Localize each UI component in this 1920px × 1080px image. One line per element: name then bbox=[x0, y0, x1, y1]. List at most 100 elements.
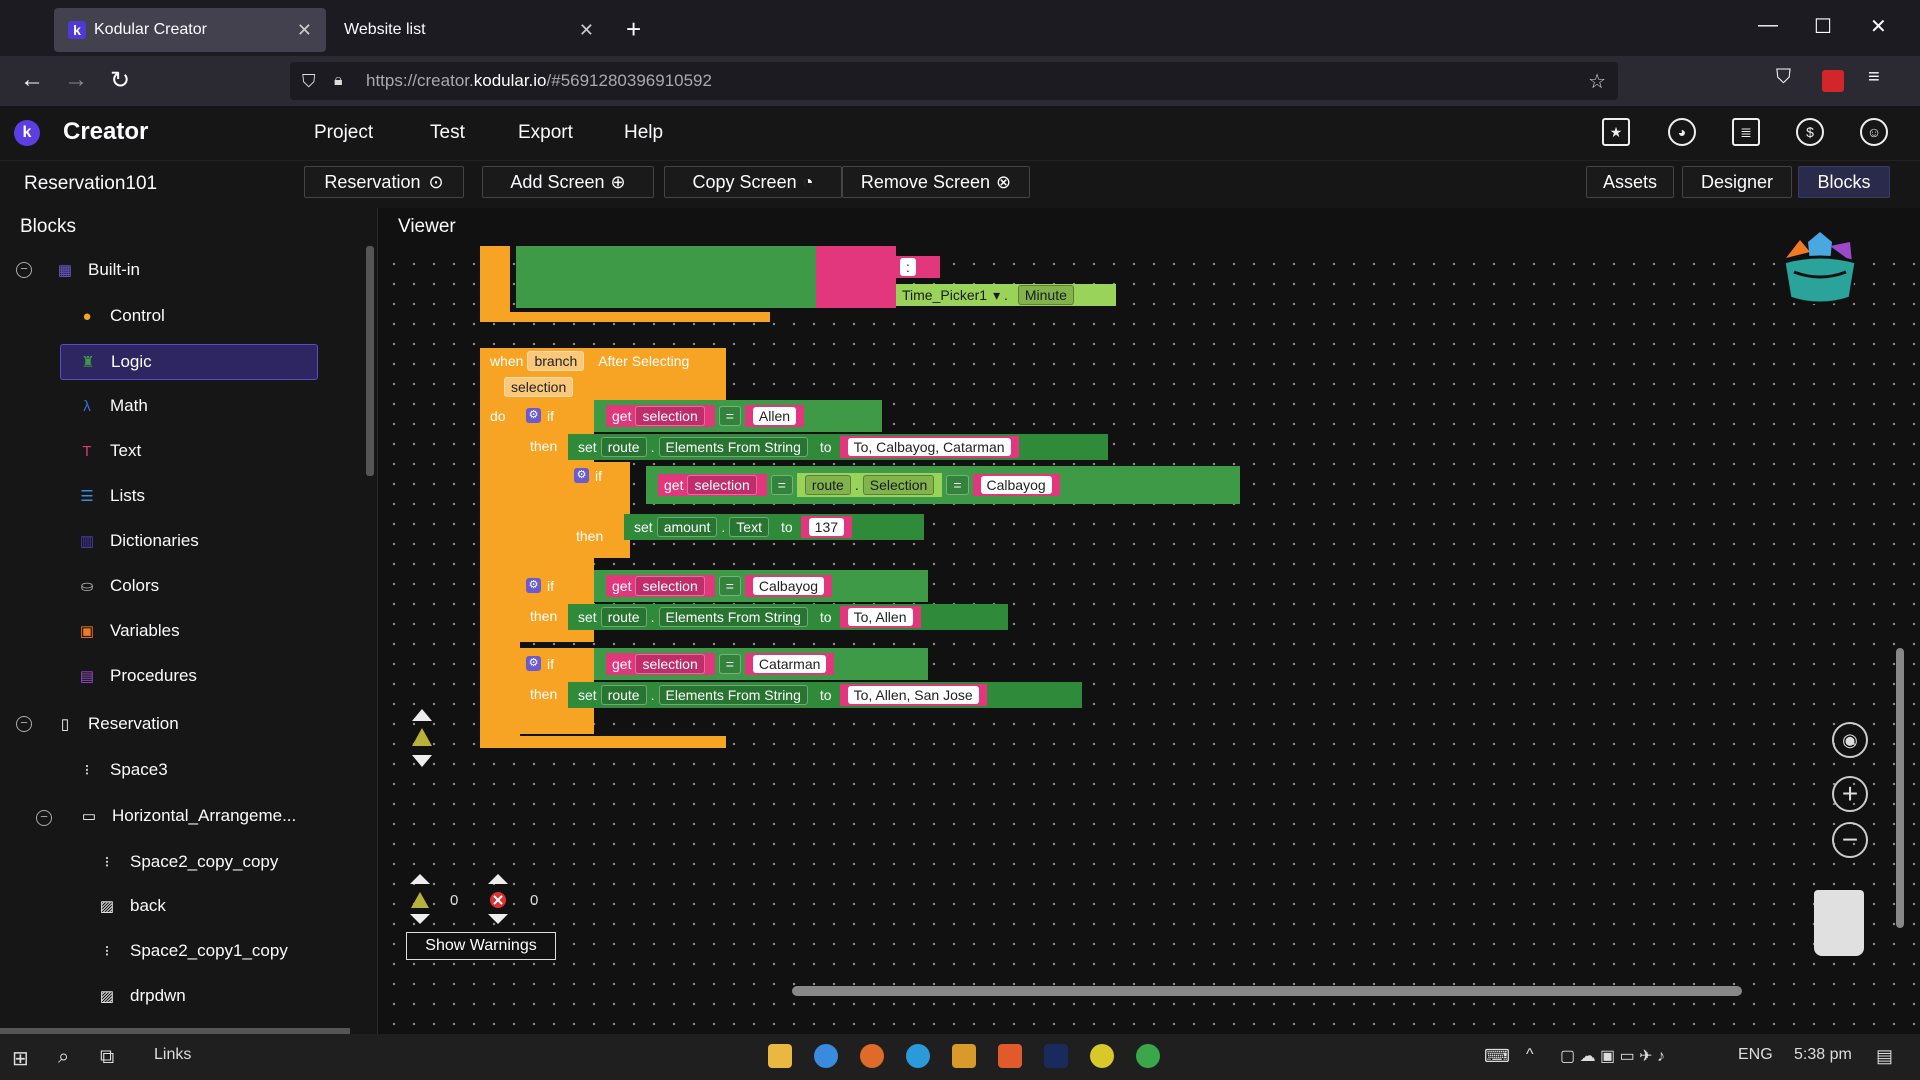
menu-test[interactable]: Test bbox=[430, 122, 465, 144]
viewer-h-scrollbar[interactable] bbox=[792, 986, 1742, 996]
warning-down-icon[interactable] bbox=[412, 754, 432, 772]
compare-block-3[interactable]: get selection = Catarman bbox=[594, 648, 928, 680]
keyboard-icon[interactable]: ⌨ bbox=[1484, 1046, 1510, 1067]
eq-dropdown[interactable]: = bbox=[719, 406, 741, 426]
tab-kodular[interactable]: k Kodular Creator ✕ bbox=[54, 8, 326, 52]
partial-join-block[interactable] bbox=[816, 246, 896, 308]
when-branch-block[interactable]: when branch After Selecting bbox=[480, 348, 726, 374]
text-route3-block[interactable]: To, Allen, San Jose bbox=[840, 684, 987, 706]
forward-icon[interactable]: → bbox=[64, 66, 88, 94]
gear-icon[interactable]: ⚙ bbox=[574, 468, 589, 483]
get-selection-block[interactable]: get selection bbox=[606, 405, 715, 427]
close-tab-icon[interactable]: ✕ bbox=[579, 20, 594, 41]
collapse-arrangement-icon[interactable]: − bbox=[36, 810, 52, 826]
search-icon[interactable]: ⌕ bbox=[58, 1046, 69, 1069]
text-catarman-block[interactable]: Catarman bbox=[745, 653, 834, 675]
tab-website-list[interactable]: Website list ✕ bbox=[330, 8, 608, 52]
menu-export[interactable]: Export bbox=[518, 122, 573, 144]
route-dropdown[interactable]: route bbox=[601, 607, 647, 627]
partial-block-orange[interactable] bbox=[480, 246, 510, 316]
tray-chevron-icon[interactable]: ^ bbox=[1526, 1046, 1534, 1064]
sublime-icon[interactable] bbox=[952, 1044, 976, 1068]
app-icon[interactable] bbox=[998, 1044, 1022, 1068]
backpack-icon[interactable] bbox=[1780, 232, 1860, 304]
text-prop-dropdown[interactable]: Text bbox=[729, 517, 769, 537]
links-toolbar[interactable]: Links bbox=[154, 1046, 191, 1064]
windows-start-icon[interactable]: ⊞ bbox=[12, 1046, 29, 1071]
file-explorer-icon[interactable] bbox=[768, 1044, 792, 1068]
tree-logic[interactable]: ♜ Logic bbox=[60, 344, 318, 380]
blocks-viewer[interactable]: Viewer : Time_Picker1 ▾ . Minute when bran… bbox=[378, 208, 1920, 1034]
eq-dropdown[interactable]: = bbox=[719, 576, 741, 596]
chrome-icon[interactable] bbox=[814, 1044, 838, 1068]
photoshop-icon[interactable] bbox=[1044, 1044, 1068, 1068]
get-selection-block[interactable]: get selection bbox=[658, 474, 767, 496]
selection-dropdown[interactable]: selection bbox=[635, 576, 704, 596]
url-bar[interactable]: ⛉ 🔒︎ https://creator. kodular.io/#5691280… bbox=[290, 62, 1618, 100]
selection-dropdown[interactable]: selection bbox=[687, 475, 756, 495]
set-route-block-3[interactable]: set route. Elements From String to To, A… bbox=[568, 682, 1082, 708]
gear-icon[interactable]: ⚙ bbox=[526, 408, 541, 423]
tree-colors[interactable]: ⛀ Colors bbox=[60, 568, 318, 604]
tree-math[interactable]: λ Math bbox=[60, 388, 318, 424]
route-dropdown[interactable]: route bbox=[805, 475, 851, 495]
compare-block-2[interactable]: get selection = Calbayog bbox=[594, 570, 928, 602]
tree-builtin[interactable]: ▦ Built-in bbox=[56, 252, 300, 288]
recenter-icon[interactable]: ◉ bbox=[1832, 722, 1868, 758]
palette-icon[interactable]: ◕ bbox=[1668, 118, 1696, 146]
gear-icon[interactable]: ⚙ bbox=[526, 656, 541, 671]
screen-select-button[interactable]: Reservation ⊙ bbox=[304, 166, 464, 198]
elements-dropdown[interactable]: Elements From String bbox=[659, 607, 808, 627]
tree-space2-copy-copy[interactable]: ⁝ Space2_copy_copy bbox=[80, 844, 338, 880]
tree-drpdwn[interactable]: ▨ drpdwn bbox=[80, 978, 338, 1014]
get-selection-block[interactable]: get selection bbox=[606, 575, 715, 597]
amount-dropdown[interactable]: amount bbox=[657, 517, 718, 537]
tree-lists[interactable]: ☰ Lists bbox=[60, 478, 318, 514]
trash-icon[interactable] bbox=[1814, 890, 1864, 956]
text-route2-block[interactable]: To, Allen bbox=[840, 606, 921, 628]
reload-icon[interactable]: ↻ bbox=[110, 66, 130, 95]
tree-control[interactable]: ● Control bbox=[60, 298, 318, 334]
hamburger-menu-icon[interactable]: ≡ bbox=[1868, 66, 1880, 89]
pocket-icon[interactable]: ⛉ bbox=[1776, 66, 1791, 89]
compare-block-1[interactable]: get selection = Allen bbox=[594, 400, 882, 432]
selection-prop-dropdown[interactable]: Selection bbox=[863, 475, 935, 495]
viewer-v-scrollbar[interactable] bbox=[1896, 648, 1904, 928]
eq-dropdown[interactable]: = bbox=[946, 475, 968, 495]
notifications-icon[interactable]: ▤ bbox=[1876, 1046, 1893, 1067]
remove-screen-button[interactable]: Remove Screen ⊗ bbox=[842, 166, 1030, 198]
close-window-icon[interactable]: ✕ bbox=[1870, 14, 1887, 39]
tree-back[interactable]: ▨ back bbox=[80, 888, 338, 924]
set-route-block-2[interactable]: set route. Elements From String to To, A… bbox=[568, 604, 1008, 630]
tree-space3[interactable]: ⁝ Space3 bbox=[60, 752, 318, 788]
add-screen-button[interactable]: Add Screen ⊕ bbox=[482, 166, 654, 198]
elements-dropdown[interactable]: Elements From String bbox=[659, 437, 808, 457]
selection-dropdown[interactable]: selection bbox=[635, 654, 704, 674]
bookmark-star-icon[interactable]: ☆ bbox=[1588, 69, 1606, 94]
branch-dropdown[interactable]: branch bbox=[527, 351, 584, 371]
text-calbayog-block[interactable]: Calbayog bbox=[973, 474, 1060, 496]
minute-dropdown[interactable]: Minute bbox=[1018, 285, 1074, 305]
dollar-icon[interactable]: $ bbox=[1796, 118, 1824, 146]
text-route1-block[interactable]: To, Calbayog, Catarman bbox=[840, 436, 1019, 458]
tree-screen[interactable]: ▯ Reservation bbox=[56, 706, 300, 742]
selection-dropdown[interactable]: selection bbox=[635, 406, 704, 426]
designer-button[interactable]: Designer bbox=[1682, 166, 1792, 198]
collapse-builtin-icon[interactable]: − bbox=[16, 262, 32, 278]
zoom-in-icon[interactable]: + bbox=[1832, 776, 1868, 812]
set-amount-block[interactable]: set amount. Text to 137 bbox=[624, 514, 924, 540]
show-warnings-button[interactable]: Show Warnings bbox=[406, 932, 556, 960]
minimize-icon[interactable]: — bbox=[1758, 14, 1778, 37]
text-calbayog-block[interactable]: Calbayog bbox=[745, 575, 832, 597]
close-tab-icon[interactable]: ✕ bbox=[297, 20, 312, 41]
assets-button[interactable]: Assets bbox=[1586, 166, 1674, 198]
elements-dropdown[interactable]: Elements From String bbox=[659, 685, 808, 705]
tree-text[interactable]: T Text bbox=[60, 433, 318, 469]
tray-icons[interactable]: ▢ ☁ ▣ ▭ ✈ ♪ bbox=[1560, 1046, 1665, 1066]
tree-space2-copy1-copy[interactable]: ⁝ Space2_copy1_copy bbox=[80, 933, 338, 969]
compare-block-nested[interactable]: get selection = route. Selection = Calbayo… bbox=[646, 466, 1240, 504]
route-selection-block[interactable]: route. Selection bbox=[797, 473, 942, 497]
tree-horizontal-arrangement[interactable]: ▭ Horizontal_Arrangeme... bbox=[80, 798, 320, 834]
clock[interactable]: 5:38 pm bbox=[1794, 1046, 1852, 1064]
menu-help[interactable]: Help bbox=[624, 122, 663, 144]
